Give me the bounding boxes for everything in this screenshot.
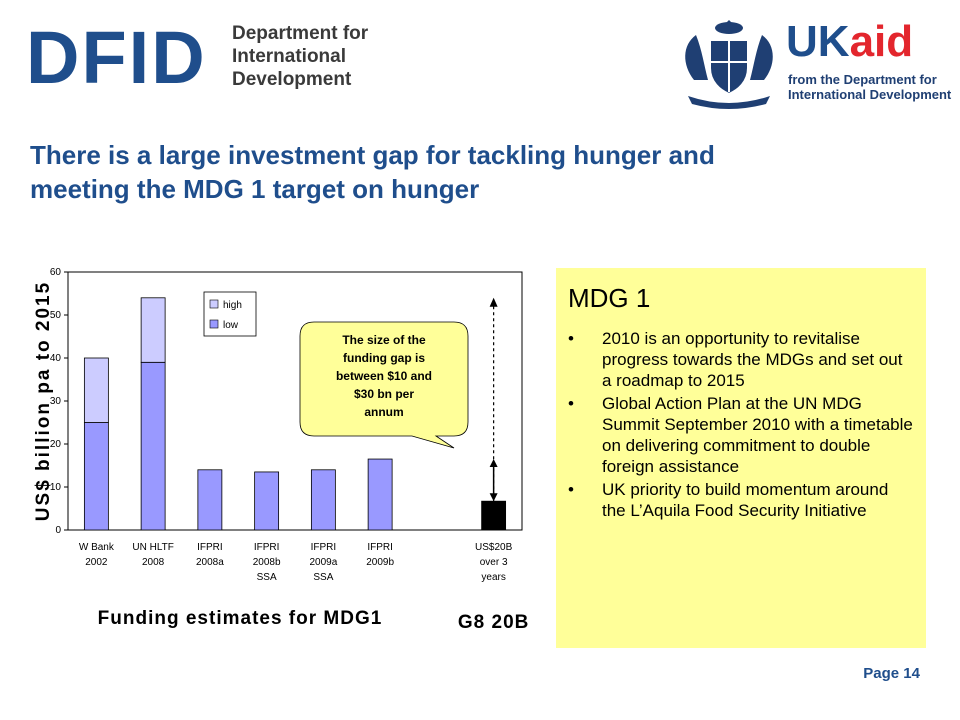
bar-high xyxy=(83,357,109,423)
legend-label: high xyxy=(223,300,242,311)
bar-low xyxy=(197,469,223,531)
bar-g8-20b xyxy=(481,500,507,531)
x-tick-label: UN HLTF xyxy=(132,542,173,553)
page-number: Page 14 xyxy=(863,665,920,682)
x-tick-label: 2009a xyxy=(309,557,337,568)
y-tick-label: 60 xyxy=(50,267,62,278)
dfid-logo: DFID Department for International Develo… xyxy=(20,12,368,102)
x-tick-label: over 3 xyxy=(480,557,508,568)
list-item: • UK priority to build momentum around th… xyxy=(568,479,914,521)
gap-arrow-head-mid xyxy=(489,459,498,468)
y-tick-label: 30 xyxy=(50,396,62,407)
mdg1-panel: MDG 1 • 2010 is an opportunity to revita… xyxy=(556,268,926,648)
dfid-logo-letters: DFID xyxy=(26,16,207,99)
y-axis-label: US$ billion pa to 2015 xyxy=(33,281,54,521)
mdg1-title: MDG 1 xyxy=(568,283,651,313)
legend-swatch xyxy=(209,299,219,309)
bullet-text: Global Action Plan at the UN MDG Summit … xyxy=(602,394,913,476)
ukaid-tagline-line: International Development xyxy=(788,87,952,102)
x-tick-label: years xyxy=(481,572,505,583)
y-tick-label: 10 xyxy=(50,482,62,493)
callout-text: The size of the xyxy=(342,333,426,347)
bar-low xyxy=(140,361,166,531)
chart-legend xyxy=(203,291,257,337)
bullet-text: UK priority to build momentum around the… xyxy=(602,480,889,520)
callout-text: annum xyxy=(364,405,403,419)
gap-arrow-head-top xyxy=(489,297,498,307)
callout-bubble xyxy=(299,321,469,449)
ukaid-wordmark: UKaid xyxy=(786,17,914,66)
headline-line: There is a large investment gap for tack… xyxy=(30,140,715,170)
x-tick-label: IFPRI xyxy=(254,542,280,553)
x-tick-label: US$20B xyxy=(475,542,513,553)
y-tick-label: 40 xyxy=(50,353,62,364)
bar-low xyxy=(310,469,336,531)
bar-high xyxy=(140,297,166,363)
x-tick-label: 2008 xyxy=(142,557,165,568)
list-item: • Global Action Plan at the UN MDG Summit… xyxy=(568,393,914,477)
x-tick-label: 2002 xyxy=(85,557,108,568)
headline-line: meeting the MDG 1 target on hunger xyxy=(30,174,480,204)
x-tick-label: SSA xyxy=(257,572,277,583)
ukaid-tagline-line: from the Department for xyxy=(788,72,937,87)
gap-arrow-head-bottom xyxy=(489,493,498,502)
dfid-subtitle-line: Development xyxy=(232,69,352,90)
mdg1-bullet-list: • 2010 is an opportunity to revitalise p… xyxy=(568,328,914,521)
bar-low xyxy=(254,471,280,531)
bar-low xyxy=(367,458,393,531)
callout-text: $30 bn per xyxy=(354,387,414,401)
x-tick-label: IFPRI xyxy=(311,542,337,553)
dfid-logo-subtitle: Department for International Development xyxy=(232,22,368,91)
royal-crest-icon xyxy=(685,20,773,109)
bullet-icon: • xyxy=(568,480,574,499)
bar-low xyxy=(83,422,109,531)
ukaid-tagline: from the Department for International De… xyxy=(788,72,951,102)
funding-chart: 0 10 20 30 40 50 60 US$ billion pa to 2015 W Ban… xyxy=(33,267,529,633)
bullet-icon: • xyxy=(568,394,574,413)
slide-headline: There is a large investment gap for tack… xyxy=(30,138,930,206)
x-tick-label: 2009b xyxy=(366,557,394,568)
legend-swatch xyxy=(209,319,219,329)
x-tick-label: 2008b xyxy=(253,557,281,568)
x-tick-label: IFPRI xyxy=(197,542,223,553)
x-tick-label: 2008a xyxy=(196,557,224,568)
dfid-subtitle-line: International xyxy=(232,46,347,67)
x-axis-label: Funding estimates for MDG1 xyxy=(98,608,383,629)
dfid-subtitle-line: Department for xyxy=(232,23,369,44)
y-tick-label: 0 xyxy=(55,525,61,536)
ukaid-logo: UKaid from the Department for Internatio… xyxy=(674,10,951,110)
y-tick-label: 50 xyxy=(50,310,62,321)
x-tick-label: SSA xyxy=(313,572,333,583)
x-axis-label-g8: G8 20B xyxy=(458,612,529,633)
callout-text: between $10 and xyxy=(336,369,432,383)
bullet-text: 2010 is an opportunity to revitalise pro… xyxy=(602,329,903,390)
x-tick-label: IFPRI xyxy=(367,542,393,553)
bullet-icon: • xyxy=(568,329,574,348)
x-tick-label: W Bank xyxy=(79,542,115,553)
legend-label: low xyxy=(223,320,239,331)
list-item: • 2010 is an opportunity to revitalise p… xyxy=(568,328,914,391)
callout-text: funding gap is xyxy=(343,351,425,365)
y-tick-label: 20 xyxy=(50,439,62,450)
